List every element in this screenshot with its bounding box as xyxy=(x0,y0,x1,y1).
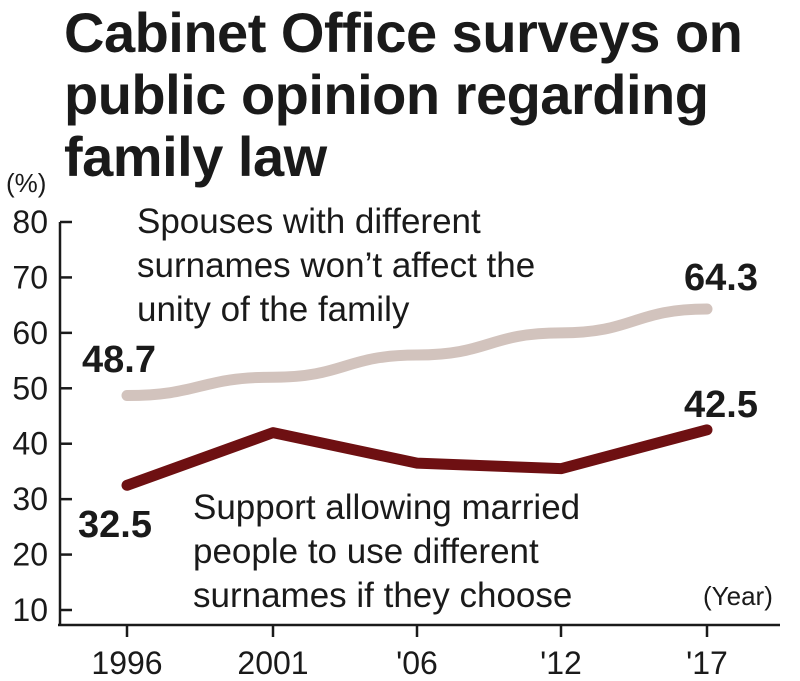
x-axis-unit: (Year) xyxy=(703,581,773,611)
y-tick-label: 30 xyxy=(12,481,48,517)
series-1-end-value: 64.3 xyxy=(684,257,758,299)
series-1-label-line: unity of the family xyxy=(137,290,410,329)
series-2-point xyxy=(560,468,562,470)
series-1-point xyxy=(706,308,708,310)
y-tick-label: 50 xyxy=(12,370,48,406)
series-1-point xyxy=(560,332,562,334)
y-tick-label: 40 xyxy=(12,426,48,462)
y-tick-label: 70 xyxy=(12,259,48,295)
x-tick-label: 2001 xyxy=(237,645,308,681)
series-lines xyxy=(121,303,713,491)
series-2-end-value: 42.5 xyxy=(684,384,758,426)
series-1-label-line: surnames won’t affect the xyxy=(137,246,535,285)
series-1-label-line: Spouses with different xyxy=(137,202,481,241)
y-tick-label: 60 xyxy=(12,315,48,351)
series-1-point xyxy=(416,354,418,356)
series-2-label-line: people to use different xyxy=(193,532,539,571)
series-2-start-value: 32.5 xyxy=(78,504,152,546)
y-axis-unit: (%) xyxy=(6,168,46,198)
series-2-point xyxy=(416,462,418,464)
title-line-2: public opinion regarding xyxy=(64,63,709,126)
series-1-point xyxy=(126,394,128,396)
x-ticks: 1996 2001 '06 '12 '17 xyxy=(91,625,728,681)
x-tick-label: '17 xyxy=(686,645,728,681)
axes xyxy=(58,222,780,627)
series-2-point xyxy=(126,484,128,486)
series-2-line xyxy=(121,424,713,491)
y-tick-label: 80 xyxy=(12,204,48,240)
series-labels: 48.7 64.3 32.5 42.5 Spouses with different su… xyxy=(78,202,758,615)
title-line-1: Cabinet Office surveys on xyxy=(64,1,743,64)
series-2-label-line: surnames if they choose xyxy=(193,576,572,615)
series-2-point xyxy=(706,429,708,431)
series-2-label-line: Support allowing married xyxy=(193,488,580,527)
series-1-point xyxy=(272,376,274,378)
chart-title: Cabinet Office surveys on public opinion… xyxy=(64,2,794,188)
title-line-3: family law xyxy=(64,125,327,188)
x-tick-label: 1996 xyxy=(91,645,162,681)
y-tick-label: 10 xyxy=(12,592,48,628)
series-2-point xyxy=(272,432,274,434)
x-tick-label: '12 xyxy=(540,645,582,681)
y-tick-label: 20 xyxy=(12,537,48,573)
x-tick-label: '06 xyxy=(396,645,438,681)
y-ticks: 80 70 60 50 40 30 20 10 xyxy=(12,204,72,628)
series-1-start-value: 48.7 xyxy=(82,339,156,381)
